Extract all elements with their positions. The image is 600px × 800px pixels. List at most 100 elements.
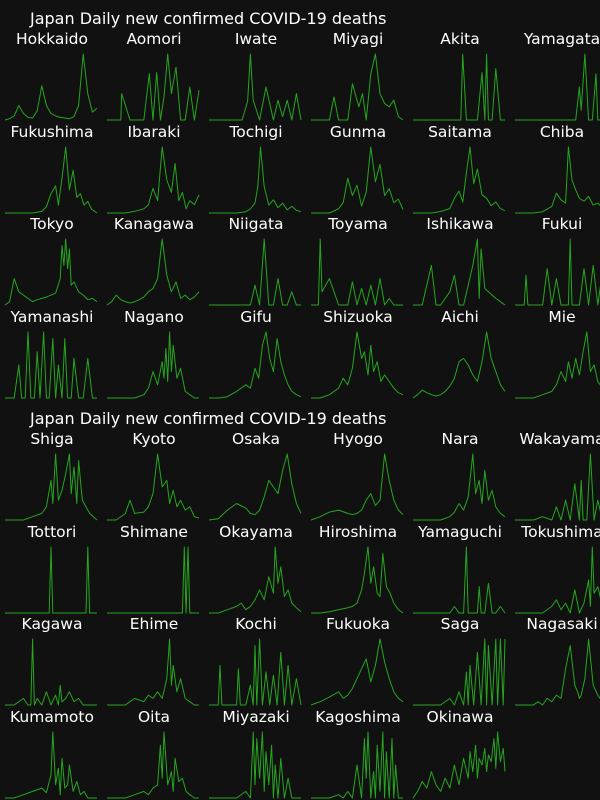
sparkline-plot (4, 238, 98, 306)
sparkline-plot (5, 638, 97, 706)
prefecture-label: Fukuoka (326, 615, 390, 633)
chart-title: Japan Daily new confirmed COVID-19 death… (30, 9, 387, 28)
deaths-series-line (107, 146, 200, 213)
deaths-series-line (107, 638, 199, 706)
sparkline-plot (209, 238, 301, 306)
sparkline-plot (5, 331, 97, 398)
prefecture-label: Aichi (441, 307, 479, 326)
sparkline-plot (412, 331, 506, 398)
prefecture-panel: Shizuoka (308, 308, 408, 400)
prefecture-label: Nagano (124, 307, 184, 326)
prefecture-panel: Kumamoto (2, 708, 102, 800)
prefecture-panel: Kagawa (2, 615, 102, 707)
prefecture-label: Tokushima (521, 522, 600, 541)
deaths-series-line (515, 238, 600, 306)
prefecture-label: Kochi (235, 615, 277, 633)
prefecture-label: Chiba (539, 122, 585, 141)
sparkline-plot (107, 331, 199, 398)
sparkline-plot (515, 238, 600, 306)
prefecture-panel: Hokkaido (2, 30, 102, 122)
sparkline-plot (515, 331, 600, 398)
prefecture-label: Okinawa (426, 707, 494, 726)
prefecture-label: Ibaraki (127, 122, 181, 141)
prefecture-label: Ehime (129, 615, 179, 633)
prefecture-label: Gifu (240, 307, 272, 326)
sparkline-plot (209, 731, 301, 798)
deaths-series-line (209, 546, 302, 613)
prefecture-label: Aomori (126, 30, 182, 48)
prefecture-panel: Nara (410, 430, 510, 522)
deaths-series-line (413, 238, 506, 306)
prefecture-label: Kagoshima (315, 707, 401, 726)
prefecture-label: Miyazaki (222, 707, 290, 726)
sparkline-plot (209, 53, 302, 121)
prefecture-panel: Shimane (104, 523, 204, 615)
prefecture-label: Kumamoto (10, 707, 94, 726)
prefecture-panel: Wakayama (512, 430, 600, 522)
sparkline-plot (515, 453, 600, 521)
prefecture-panel: Fukuoka (308, 615, 408, 707)
sparkline-plot (107, 731, 199, 798)
deaths-series-line (310, 453, 404, 521)
prefecture-panel: Hyogo (308, 430, 408, 522)
sparkline-plot (107, 638, 199, 706)
sparkline-plot (413, 546, 506, 613)
deaths-series-line (515, 638, 600, 706)
prefecture-panel: Nagasaki (512, 615, 600, 707)
prefecture-panel: Ibaraki (104, 123, 204, 215)
prefecture-panel: Chiba (512, 123, 600, 215)
prefecture-panel: Tottori (2, 523, 102, 615)
sparkline-plot (515, 146, 600, 213)
deaths-series-line (413, 146, 506, 213)
deaths-series-line (311, 331, 404, 398)
deaths-series-line (515, 331, 600, 398)
deaths-series-line (413, 53, 505, 121)
prefecture-panel: Akita (410, 30, 510, 122)
prefecture-panel: Okayama (206, 523, 306, 615)
prefecture-panel: Aomori (104, 30, 204, 122)
prefecture-label: Shiga (30, 430, 74, 448)
deaths-series-line (413, 453, 506, 521)
sparkline-plot (209, 638, 302, 706)
sparkline-plot (106, 238, 200, 306)
sparkline-plot (209, 546, 302, 613)
prefecture-label: Saga (440, 615, 480, 633)
deaths-series-line (310, 638, 404, 706)
prefecture-label: Kagawa (21, 615, 83, 633)
sparkline-plot (413, 146, 506, 213)
prefecture-label: Tokyo (30, 215, 74, 233)
sparkline-plot (311, 238, 403, 306)
prefecture-panel: Tokyo (2, 215, 102, 307)
prefecture-label: Tochigi (229, 122, 283, 141)
prefecture-label: Yamanashi (10, 307, 94, 326)
deaths-series-line (107, 731, 199, 798)
deaths-series-line (5, 638, 97, 706)
prefecture-panel: Fukushima (2, 123, 102, 215)
prefecture-label: Akita (440, 30, 480, 48)
prefecture-panel: Ishikawa (410, 215, 510, 307)
prefecture-label: Nara (441, 430, 479, 448)
prefecture-label: Saitama (428, 122, 492, 141)
prefecture-label: Shimane (120, 522, 188, 541)
deaths-series-line (311, 731, 403, 798)
deaths-series-line (5, 453, 98, 521)
sparkline-plot (5, 731, 97, 798)
prefecture-panel: Gunma (308, 123, 408, 215)
prefecture-label: Tottori (27, 522, 77, 541)
prefecture-label: Nagasaki (526, 615, 598, 633)
prefecture-panel: Shiga (2, 430, 102, 522)
deaths-series-line (107, 53, 200, 121)
sparkline-plot (413, 53, 505, 121)
deaths-series-line (515, 546, 600, 613)
prefecture-label: Iwate (234, 30, 278, 48)
deaths-series-line (311, 238, 403, 306)
sparkline-plot (5, 146, 98, 213)
sparkline-plot (107, 53, 200, 121)
deaths-series-line (208, 453, 302, 521)
prefecture-panel: Osaka (206, 430, 306, 522)
chart-title: Japan Daily new confirmed COVID-19 death… (30, 409, 387, 428)
prefecture-panel: Iwate (206, 30, 306, 122)
deaths-series-line (311, 146, 404, 213)
sparkline-plot (208, 453, 302, 521)
sparkline-plot (5, 546, 97, 613)
